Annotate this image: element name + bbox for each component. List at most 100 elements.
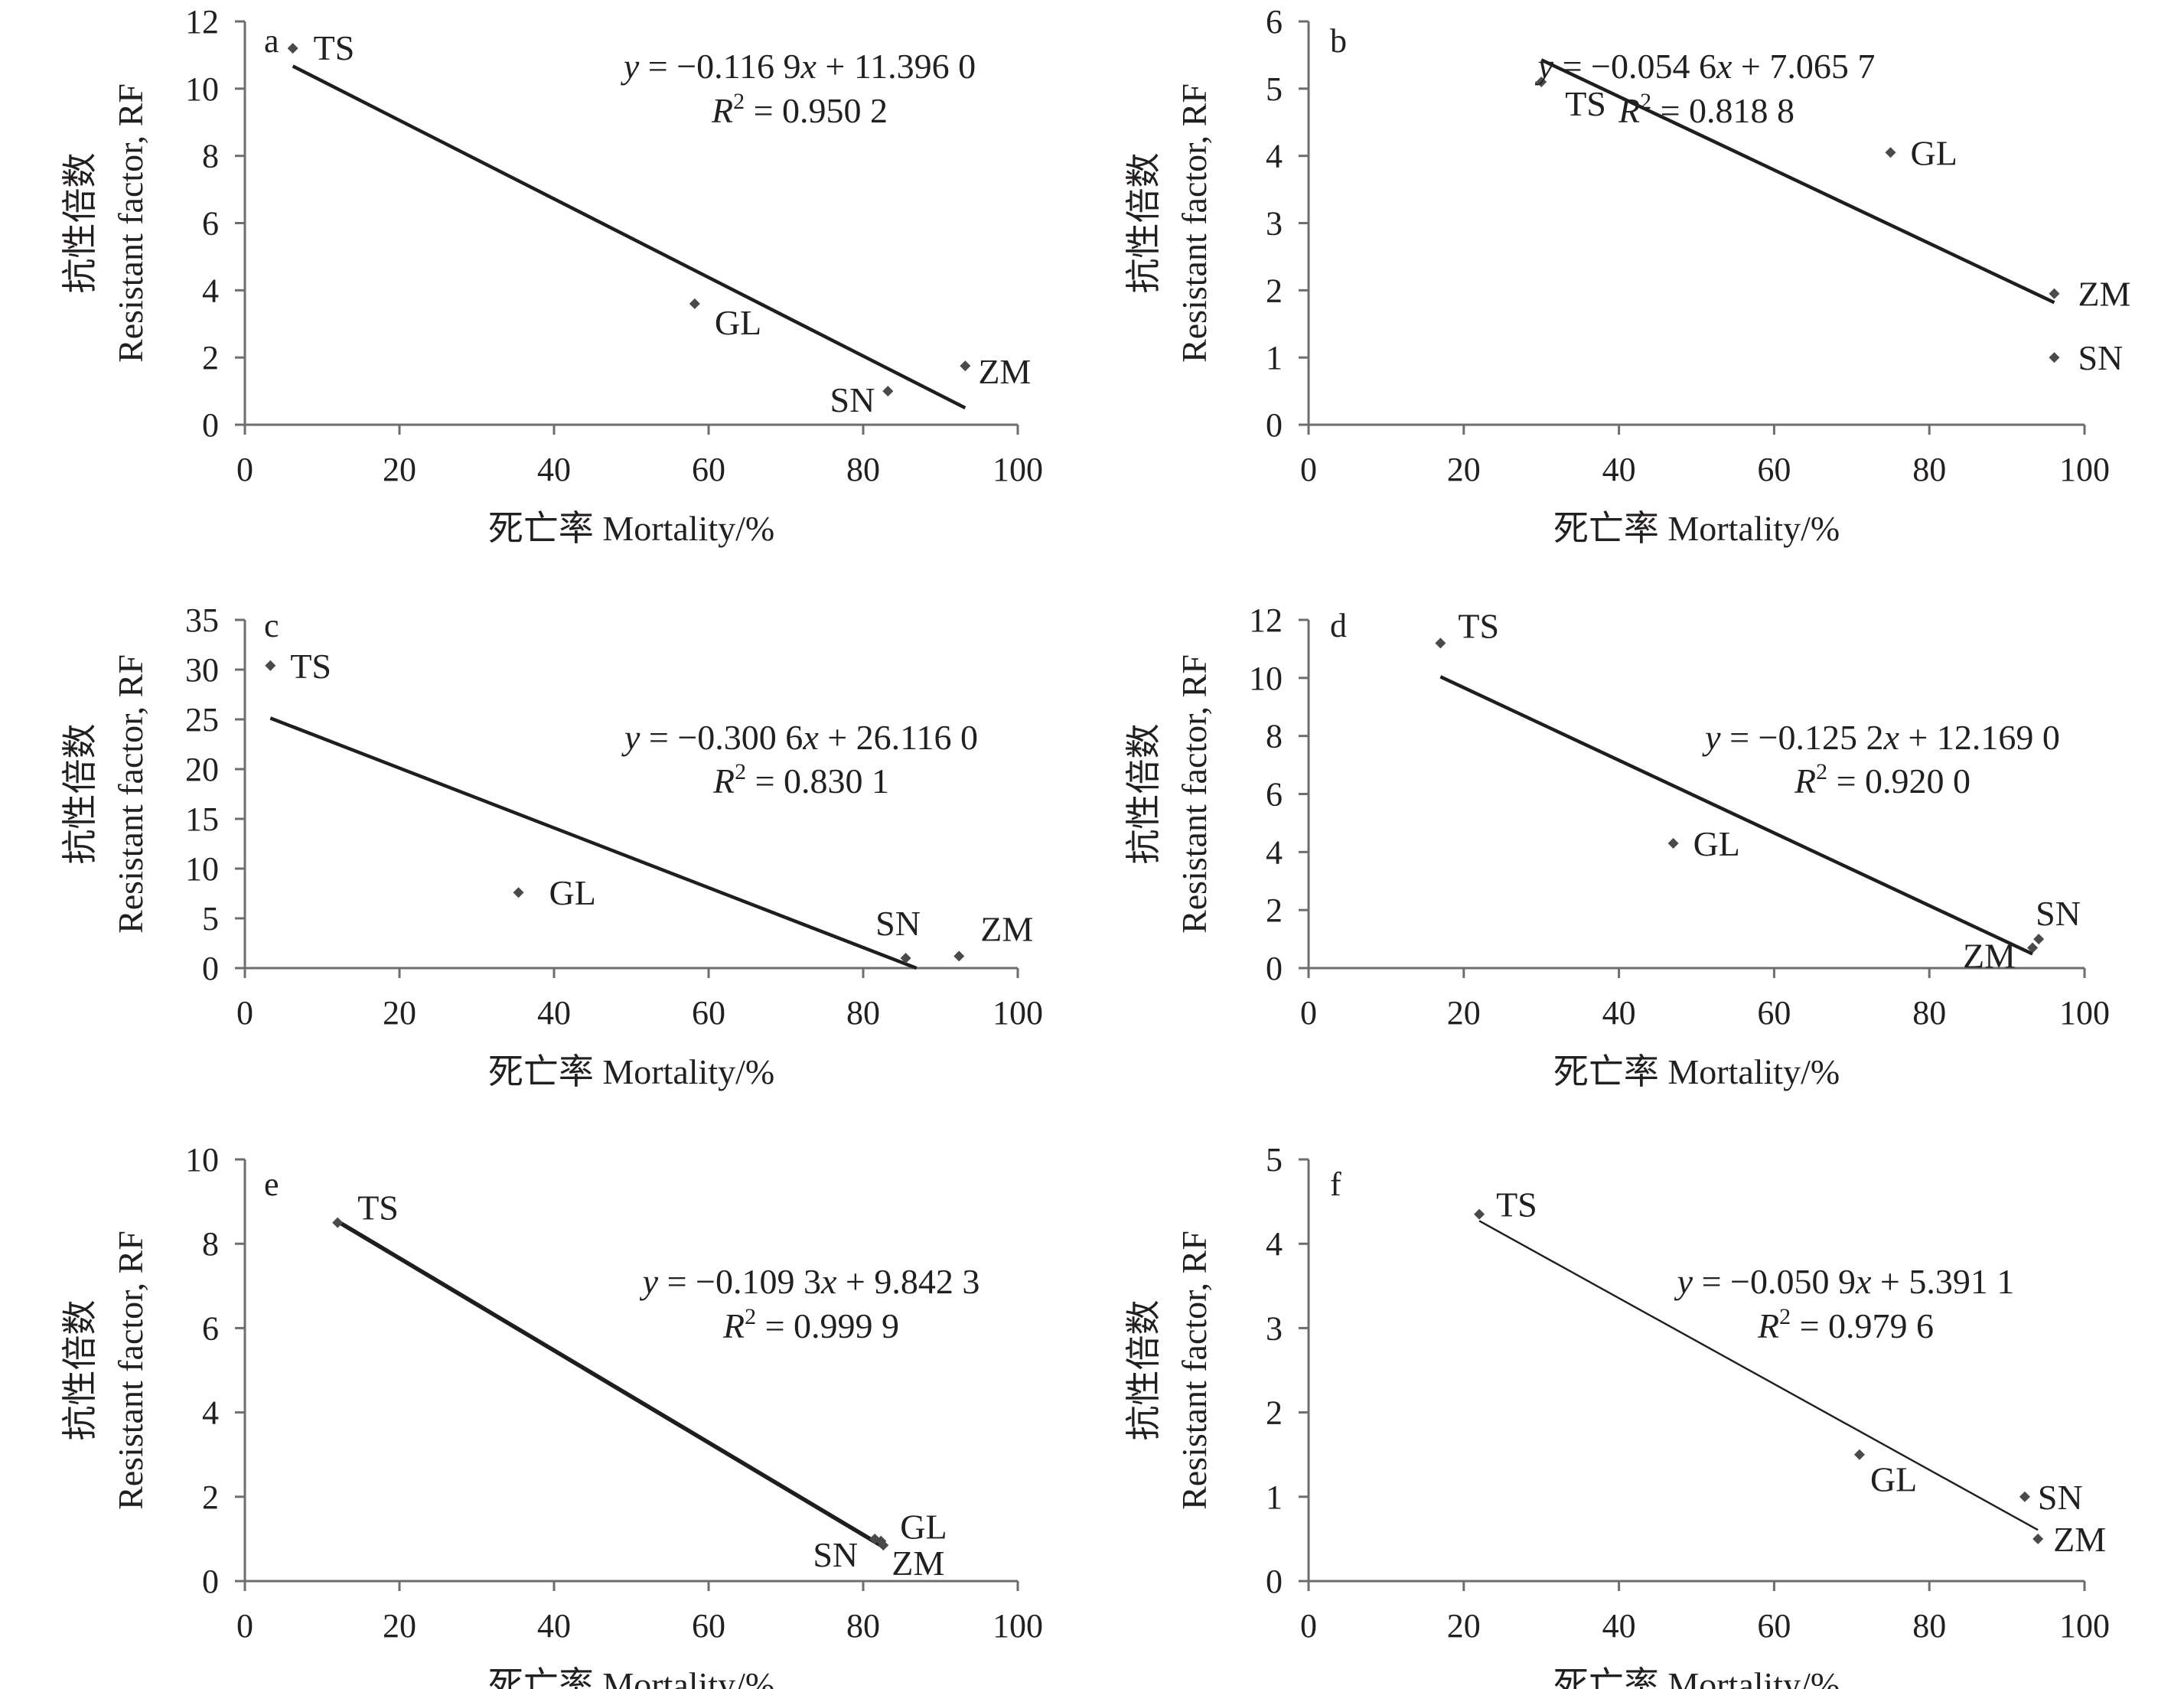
panel-letter: d — [1330, 607, 1347, 644]
data-point-sn — [2049, 352, 2060, 364]
point-label-gl: GL — [1870, 1460, 1917, 1499]
r-squared-value: = 0.818 8 — [1651, 91, 1794, 130]
r-squared-symbol: R — [1757, 1306, 1779, 1345]
x-tick-label: 100 — [993, 1607, 1043, 1645]
data-point-zm — [2049, 288, 2060, 299]
x-tick-label: 0 — [236, 451, 253, 488]
panel-letter: c — [264, 607, 279, 644]
y-axis-title-zh: 抗性倍数 — [60, 153, 99, 294]
equation-part: x — [1855, 1262, 1872, 1301]
y-tick-label: 0 — [1266, 950, 1283, 987]
y-tick-label: 4 — [202, 1394, 219, 1432]
y-tick-label: 4 — [1266, 833, 1283, 871]
equation-part: y — [621, 718, 641, 757]
point-label-sn: SN — [2078, 338, 2123, 377]
point-label-sn: SN — [2038, 1478, 2083, 1517]
data-point-sn — [2019, 1491, 2030, 1502]
equation-part: x — [802, 718, 819, 757]
y-tick-label: 6 — [1266, 3, 1283, 41]
y-tick-label: 8 — [202, 1225, 219, 1263]
panel-d: 0 2 4 6 8 10 12 0 20 40 60 80 100 死亡率 Mortality/% 抗性倍数… — [1124, 602, 2110, 1091]
y-tick-label: 8 — [202, 138, 219, 175]
x-tick-label: 80 — [846, 1607, 880, 1645]
y-tick-label: 0 — [202, 950, 219, 987]
y-axis-title-en: Resistant factor, RF — [1175, 1231, 1214, 1510]
x-tick-label: 60 — [692, 1607, 725, 1645]
trend-line — [269, 716, 918, 970]
x-tick-label: 80 — [1912, 451, 1946, 488]
x-tick-label: 100 — [2059, 994, 2110, 1032]
r-squared: R2 = 0.830 1 — [712, 759, 889, 800]
y-tick-label: 35 — [185, 602, 219, 639]
y-tick-label: 12 — [185, 3, 219, 41]
y-tick-label: 6 — [202, 205, 219, 243]
r-squared-exponent: 2 — [733, 89, 745, 114]
r-squared-value: = 0.830 1 — [746, 761, 889, 800]
y-tick-label: 3 — [1266, 1309, 1283, 1347]
point-label-ts: TS — [314, 28, 355, 67]
y-tick-label: 2 — [1266, 1394, 1283, 1432]
panel-a: 0 2 4 6 8 10 12 0 20 40 60 80 100 死亡率 Mortality/% 抗性倍数… — [60, 3, 1043, 548]
r-squared-symbol: R — [1794, 761, 1816, 800]
x-tick-label: 40 — [537, 994, 571, 1032]
x-tick-label: 0 — [236, 1607, 253, 1645]
data-point-ts — [1536, 77, 1547, 88]
y-tick-label: 10 — [185, 850, 219, 888]
x-tick-label: 80 — [1912, 1607, 1946, 1645]
point-label-zm: ZM — [978, 352, 1031, 391]
x-tick-label: 40 — [1602, 1607, 1636, 1645]
panel-letter: a — [264, 22, 279, 60]
y-axis-title-en: Resistant factor, RF — [111, 83, 150, 363]
x-tick-label: 100 — [993, 994, 1043, 1032]
panel-letter: e — [264, 1166, 279, 1203]
equation-part: + 5.391 1 — [1871, 1262, 2014, 1301]
r-squared-exponent: 2 — [735, 759, 746, 784]
y-tick-label: 5 — [1266, 1141, 1283, 1179]
y-tick-label: 8 — [1266, 718, 1283, 755]
x-tick-label: 20 — [1447, 1607, 1481, 1645]
r-squared-exponent: 2 — [1640, 89, 1651, 114]
equation-part: y — [1674, 1262, 1693, 1301]
point-label-zm: ZM — [1963, 936, 2016, 975]
x-tick-label: 60 — [692, 451, 725, 488]
point-label-zm: ZM — [2053, 1520, 2106, 1559]
regression-equation: y = −0.109 3x + 9.842 3 — [640, 1262, 980, 1301]
panel-letter: b — [1330, 22, 1347, 60]
point-label-sn: SN — [2036, 894, 2081, 933]
point-label-gl: GL — [1911, 133, 1957, 172]
x-tick-label: 100 — [993, 451, 1043, 488]
data-point-ts — [332, 1217, 344, 1228]
data-point-sn — [2033, 934, 2045, 945]
r-squared-value: = 0.950 2 — [745, 91, 888, 130]
y-tick-label: 5 — [1266, 70, 1283, 108]
r-squared: R2 = 0.979 6 — [1757, 1304, 1934, 1345]
x-axis-title: 死亡率 Mortality/% — [488, 1052, 774, 1091]
x-tick-label: 40 — [1602, 994, 1636, 1032]
point-label-gl: GL — [1693, 824, 1740, 863]
x-tick-label: 40 — [1602, 451, 1636, 488]
r-squared-exponent: 2 — [745, 1304, 756, 1329]
data-point-zm — [960, 360, 971, 372]
equation-part: y — [1535, 47, 1554, 86]
r-squared-symbol: R — [712, 761, 735, 800]
equation-part: + 26.116 0 — [819, 718, 978, 757]
point-label-gl: GL — [549, 873, 596, 912]
x-tick-label: 100 — [2059, 451, 2110, 488]
equation-part: = −0.054 6 — [1553, 47, 1716, 86]
y-tick-label: 20 — [185, 751, 219, 788]
data-point-gl — [1885, 147, 1896, 158]
x-axis-title: 死亡率 Mortality/% — [488, 509, 774, 548]
x-tick-label: 100 — [2059, 1607, 2110, 1645]
x-tick-label: 60 — [692, 994, 725, 1032]
equation-part: + 9.842 3 — [836, 1262, 980, 1301]
y-tick-label: 12 — [1249, 602, 1283, 639]
data-point-gl — [1667, 837, 1679, 849]
point-label-zm: ZM — [892, 1544, 944, 1583]
y-tick-label: 2 — [202, 1479, 219, 1516]
x-tick-label: 80 — [846, 451, 880, 488]
point-label-ts: TS — [290, 647, 331, 686]
x-tick-label: 0 — [1300, 451, 1317, 488]
data-point-sn — [900, 953, 911, 964]
r-squared: R2 = 0.999 9 — [722, 1304, 899, 1345]
